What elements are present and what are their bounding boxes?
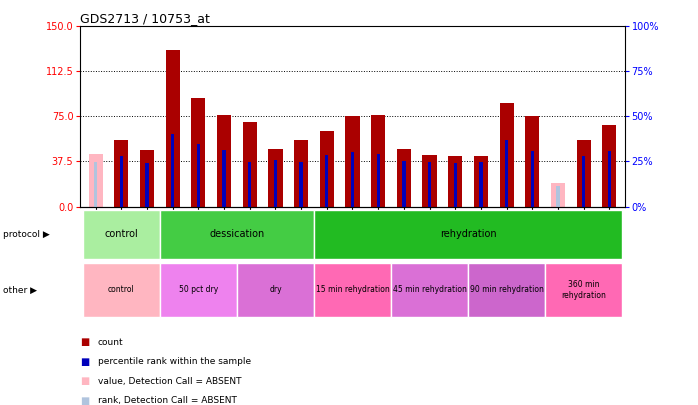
Bar <box>500 103 514 207</box>
Bar <box>94 162 97 207</box>
Bar <box>602 125 616 207</box>
Bar <box>371 115 385 207</box>
Text: other ▶: other ▶ <box>3 286 38 294</box>
Text: percentile rank within the sample: percentile rank within the sample <box>98 357 251 366</box>
Bar <box>248 162 251 207</box>
Text: 360 min
rehydration: 360 min rehydration <box>561 280 606 300</box>
Bar <box>217 115 231 207</box>
Text: value, Detection Call = ABSENT: value, Detection Call = ABSENT <box>98 377 242 386</box>
Bar <box>556 186 560 207</box>
Bar <box>577 141 591 207</box>
Bar <box>428 162 431 207</box>
Bar <box>474 156 488 207</box>
Bar <box>274 160 277 207</box>
Bar <box>314 210 622 258</box>
Text: control: control <box>105 229 138 239</box>
Bar <box>171 134 174 207</box>
Bar <box>83 263 160 317</box>
Bar <box>351 153 354 207</box>
Bar <box>391 263 468 317</box>
Bar <box>89 153 103 207</box>
Bar <box>197 144 200 207</box>
Bar <box>119 156 123 207</box>
Bar <box>346 117 359 207</box>
Bar <box>480 162 482 207</box>
Bar <box>448 156 462 207</box>
Text: control: control <box>108 286 135 294</box>
Bar <box>468 263 545 317</box>
Bar <box>145 163 149 207</box>
Bar <box>608 151 611 207</box>
Bar <box>160 210 314 258</box>
Text: protocol ▶: protocol ▶ <box>3 230 50 239</box>
Bar <box>320 131 334 207</box>
Text: ■: ■ <box>80 376 89 386</box>
Text: 50 pct dry: 50 pct dry <box>179 286 218 294</box>
Bar <box>223 150 225 207</box>
Bar <box>243 122 257 207</box>
Bar <box>83 210 160 258</box>
Text: ■: ■ <box>80 337 89 347</box>
Text: ■: ■ <box>80 357 89 367</box>
Bar <box>160 263 237 317</box>
Bar <box>191 98 205 207</box>
Bar <box>376 153 380 207</box>
Text: 15 min rehydration: 15 min rehydration <box>315 286 389 294</box>
Bar <box>454 163 457 207</box>
Bar <box>545 263 622 317</box>
Bar <box>299 162 303 207</box>
Text: ■: ■ <box>80 396 89 405</box>
Text: GDS2713 / 10753_at: GDS2713 / 10753_at <box>80 12 210 25</box>
Bar <box>165 50 180 207</box>
Text: dry: dry <box>269 286 282 294</box>
Bar <box>314 263 391 317</box>
Bar <box>582 156 586 207</box>
Text: dessication: dessication <box>209 229 265 239</box>
Bar <box>294 141 309 207</box>
Bar <box>551 183 565 207</box>
Bar <box>325 155 329 207</box>
Bar <box>525 117 540 207</box>
Bar <box>402 161 406 207</box>
Bar <box>422 155 436 207</box>
Bar <box>237 263 314 317</box>
Text: count: count <box>98 338 124 347</box>
Text: 90 min rehydration: 90 min rehydration <box>470 286 544 294</box>
Text: rehydration: rehydration <box>440 229 496 239</box>
Text: rank, Detection Call = ABSENT: rank, Detection Call = ABSENT <box>98 396 237 405</box>
Bar <box>269 149 283 207</box>
Bar <box>140 150 154 207</box>
Bar <box>505 141 508 207</box>
Bar <box>114 141 128 207</box>
Bar <box>530 151 534 207</box>
Bar <box>396 149 411 207</box>
Text: 45 min rehydration: 45 min rehydration <box>392 286 466 294</box>
